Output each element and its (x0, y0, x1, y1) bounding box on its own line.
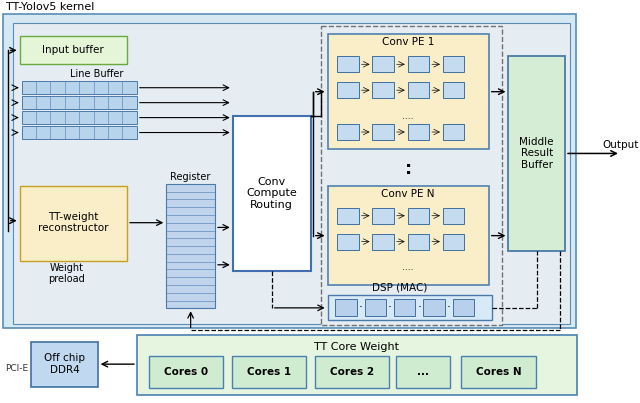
Text: ...: ... (417, 367, 429, 377)
Text: Cores N: Cores N (476, 367, 522, 377)
Bar (408, 208, 429, 224)
Text: Weight
preload: Weight preload (48, 263, 85, 284)
Text: ·: · (359, 301, 363, 314)
Bar (452, 299, 474, 316)
Bar (443, 234, 465, 249)
Bar (328, 295, 492, 320)
Bar (443, 56, 465, 72)
Text: Conv
Compute
Routing: Conv Compute Routing (246, 177, 297, 210)
Text: Output: Output (603, 141, 639, 150)
Bar (148, 356, 223, 388)
Text: Input buffer: Input buffer (42, 46, 104, 55)
Bar (20, 186, 127, 261)
Bar (22, 96, 137, 109)
Bar (443, 208, 465, 224)
Bar (365, 299, 386, 316)
Bar (337, 56, 359, 72)
Text: ·: · (447, 301, 451, 314)
Bar (22, 111, 137, 124)
Bar (321, 27, 502, 325)
Bar (408, 234, 429, 249)
Bar (22, 81, 137, 94)
Text: Conv PE N: Conv PE N (381, 189, 435, 199)
Text: Line Buffer: Line Buffer (70, 69, 124, 79)
Bar (31, 342, 98, 387)
Text: Register: Register (170, 172, 211, 182)
Bar (372, 124, 394, 140)
Bar (423, 299, 445, 316)
Bar (372, 56, 394, 72)
Bar (372, 82, 394, 98)
Text: ·: · (388, 301, 392, 314)
Bar (232, 356, 306, 388)
Bar (396, 356, 450, 388)
Bar (443, 124, 465, 140)
Bar (408, 56, 429, 72)
Bar (328, 186, 489, 285)
Bar (394, 299, 415, 316)
Bar (22, 126, 137, 139)
Bar (315, 356, 389, 388)
Text: Middle
Result
Buffer: Middle Result Buffer (520, 137, 554, 170)
Text: TT Core Weight: TT Core Weight (314, 342, 399, 352)
Text: TT-weight
reconstructor: TT-weight reconstructor (38, 212, 109, 233)
Text: :: : (404, 160, 412, 178)
Bar (337, 234, 359, 249)
Text: Cores 1: Cores 1 (247, 367, 291, 377)
Bar (461, 356, 536, 388)
Bar (328, 34, 489, 149)
Bar (372, 234, 394, 249)
Bar (13, 23, 570, 324)
Bar (335, 299, 357, 316)
Bar (337, 124, 359, 140)
Bar (337, 82, 359, 98)
Bar (443, 82, 465, 98)
Text: PCI-E: PCI-E (5, 364, 28, 373)
Text: ·: · (417, 301, 421, 314)
Bar (337, 208, 359, 224)
Bar (508, 56, 565, 251)
Bar (408, 124, 429, 140)
Bar (137, 335, 577, 395)
Text: Cores 2: Cores 2 (330, 367, 374, 377)
Bar (372, 208, 394, 224)
Bar (166, 184, 215, 308)
Text: Cores 0: Cores 0 (164, 367, 208, 377)
Bar (408, 82, 429, 98)
Text: TT-Yolov5 kernel: TT-Yolov5 kernel (6, 2, 94, 12)
Text: DSP (MAC): DSP (MAC) (372, 283, 428, 293)
Text: Conv PE 1: Conv PE 1 (382, 37, 435, 48)
Bar (20, 36, 127, 64)
Bar (233, 116, 311, 270)
Text: ....: .... (403, 112, 414, 120)
Text: ....: .... (403, 263, 414, 272)
Text: Off chip
DDR4: Off chip DDR4 (44, 353, 85, 375)
Bar (3, 15, 576, 328)
